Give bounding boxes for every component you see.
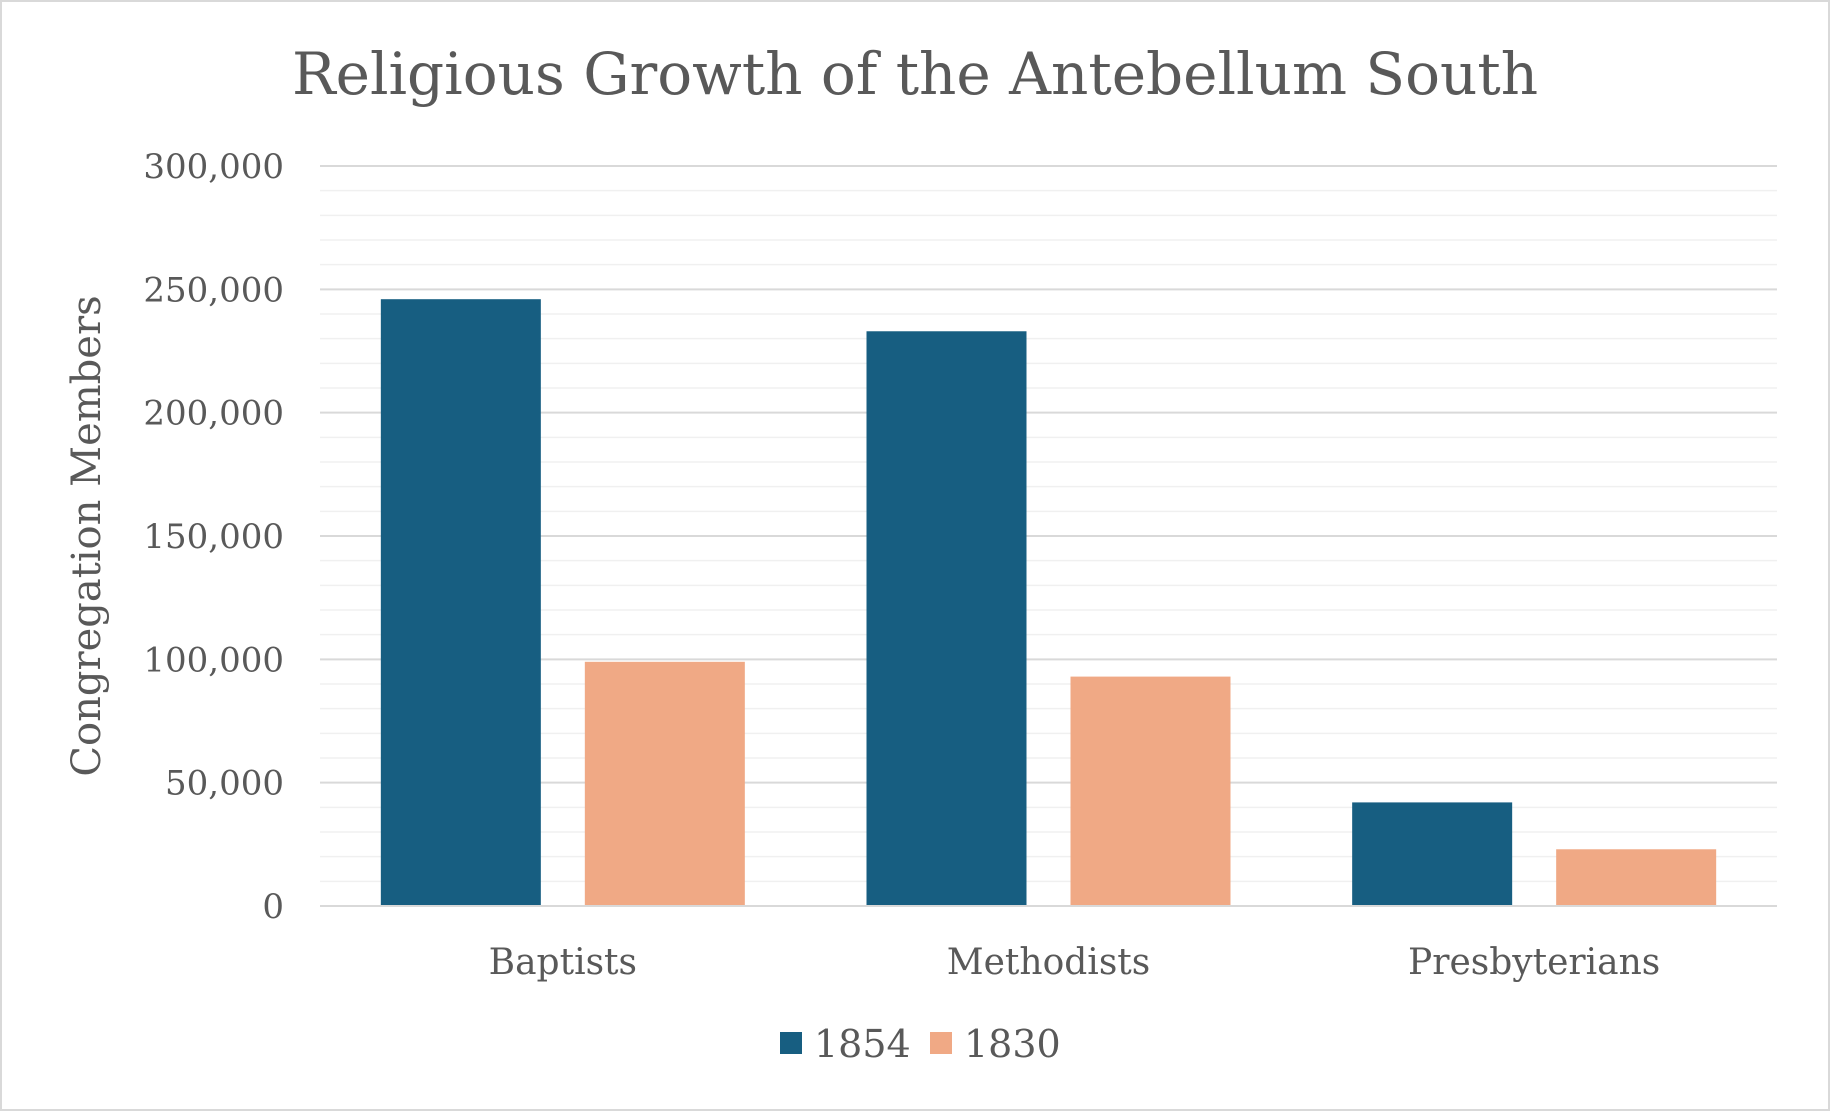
- y-tick-label: 200,000: [143, 394, 284, 434]
- x-tick-label: Methodists: [947, 942, 1150, 983]
- y-axis-label: Congregation Members: [64, 295, 110, 776]
- x-tick-label: Baptists: [489, 942, 637, 983]
- y-axis-ticks: 0 50,000 100,000 150,000 200,000 250,000 300,0…: [143, 147, 284, 927]
- y-tick-label: 300,000: [143, 147, 284, 187]
- y-tick-label: 100,000: [143, 640, 284, 680]
- bar-presbyterians-1854: [1352, 802, 1513, 906]
- y-tick-label: 50,000: [165, 764, 284, 804]
- legend-swatch-1854: [780, 1032, 802, 1054]
- y-tick-label: 0: [262, 887, 284, 927]
- x-tick-label: Presbyterians: [1408, 942, 1660, 983]
- bar-baptists-1854: [380, 299, 541, 906]
- x-axis-ticks: Baptists Methodists Presbyterians: [489, 942, 1661, 983]
- bar-methodists-1854: [866, 331, 1027, 906]
- bar-presbyterians-1830: [1556, 849, 1717, 906]
- bars: [380, 299, 1717, 906]
- bar-baptists-1830: [584, 661, 745, 906]
- y-tick-label: 250,000: [143, 270, 284, 310]
- bar-methodists-1830: [1070, 676, 1231, 906]
- legend-label-1830: 1830: [964, 1022, 1061, 1066]
- legend: 1854 1830: [780, 1022, 1061, 1066]
- legend-swatch-1830: [930, 1032, 952, 1054]
- y-tick-label: 150,000: [143, 517, 284, 557]
- chart-title: Religious Growth of the Antebellum South: [292, 40, 1538, 108]
- legend-label-1854: 1854: [814, 1022, 911, 1066]
